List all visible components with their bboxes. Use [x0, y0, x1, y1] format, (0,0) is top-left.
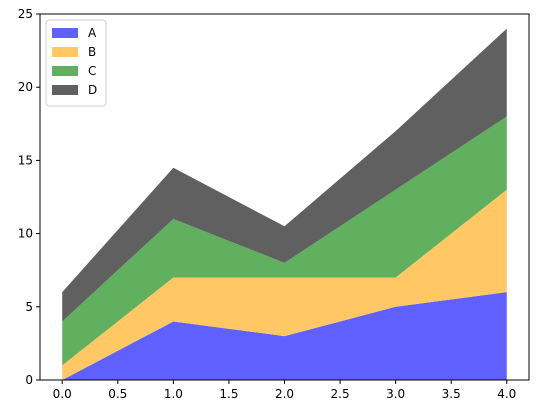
area-series-a: [62, 292, 507, 380]
x-tick-label: 0.5: [108, 387, 127, 401]
legend-label-c: C: [88, 64, 96, 78]
legend-box: [45, 19, 107, 107]
area-series-b: [62, 189, 507, 380]
area-layers: [62, 28, 507, 380]
x-tick-label: 2.5: [331, 387, 350, 401]
x-tick-label: 0.0: [53, 387, 72, 401]
y-tick-label: 10: [18, 227, 33, 241]
y-tick-label: 20: [18, 80, 33, 94]
legend-swatch-a: [52, 28, 78, 38]
y-tick-label: 0: [25, 373, 33, 387]
x-tick-label: 2.0: [275, 387, 294, 401]
legend-swatch-c: [52, 66, 78, 76]
x-tick-label: 1.0: [164, 387, 183, 401]
area-series-d: [62, 28, 507, 322]
legend-label-b: B: [88, 45, 96, 59]
y-axis: 0 5 10 15 20 25: [18, 7, 40, 387]
x-axis: 0.0 0.5 1.0 1.5 2.0 2.5 3.0 3.5 4.0: [53, 380, 516, 401]
legend-swatch-d: [52, 85, 78, 95]
y-tick-label: 25: [18, 7, 33, 21]
legend-swatch-b: [52, 47, 78, 57]
legend-label-a: A: [88, 26, 97, 40]
y-tick-label: 5: [25, 300, 33, 314]
area-series-c: [62, 116, 507, 366]
x-tick-label: 3.0: [386, 387, 405, 401]
x-tick-label: 3.5: [442, 387, 461, 401]
x-tick-label: 1.5: [219, 387, 238, 401]
y-tick-label: 15: [18, 153, 33, 167]
x-tick-label: 4.0: [497, 387, 516, 401]
legend-label-d: D: [88, 83, 97, 97]
